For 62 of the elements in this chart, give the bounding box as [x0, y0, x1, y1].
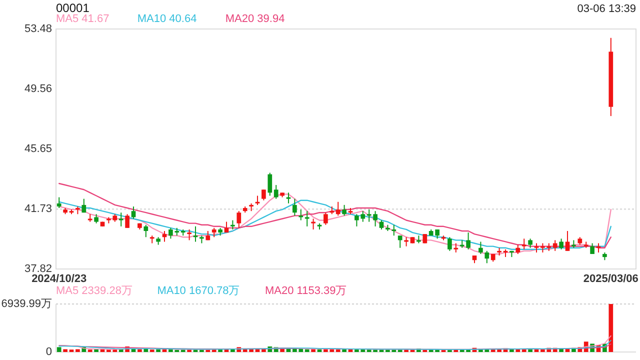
text: MA10 40.64 — [137, 13, 197, 25]
candlestick — [94, 214, 98, 224]
candlestick — [56, 196, 62, 209]
candlestick — [268, 172, 272, 196]
candlestick — [398, 235, 402, 248]
candlestick — [522, 238, 526, 250]
y-tick-label: 45.65 — [24, 142, 52, 155]
y-tick-label: 53.48 — [24, 22, 52, 35]
y-tick-label: 37.82 — [24, 262, 52, 275]
candlestick — [144, 224, 148, 238]
candlestick — [404, 236, 408, 247]
candlestick — [448, 236, 452, 252]
line-series — [58, 340, 612, 350]
candlestick — [422, 234, 428, 244]
bar — [304, 349, 310, 352]
candlestick — [484, 250, 490, 264]
y-tick-label: 6939.99万 — [1, 298, 52, 310]
candlestick — [379, 220, 384, 230]
candlestick — [516, 244, 520, 254]
candlestick — [559, 238, 564, 250]
text: MA10 1670.78万 — [157, 285, 240, 297]
y-tick-label: 49.56 — [24, 82, 52, 95]
bar — [56, 347, 62, 352]
candlestick — [342, 204, 346, 216]
candlestick — [274, 184, 278, 200]
candlestick — [528, 238, 532, 248]
bar — [608, 304, 614, 352]
candlestick — [230, 220, 235, 230]
text: MA5 41.67 — [56, 13, 110, 25]
bar — [76, 349, 80, 352]
y-tick-label: 41.73 — [24, 202, 52, 215]
candlestick — [311, 218, 316, 230]
bar — [138, 349, 142, 352]
candlestick — [236, 210, 242, 228]
candlestick — [392, 224, 396, 236]
candlestick — [590, 242, 594, 254]
y-tick-label: 0 — [46, 346, 52, 358]
candlestick — [131, 206, 136, 220]
candlestick — [187, 228, 192, 241]
bar — [63, 349, 68, 352]
candlestick — [336, 201, 340, 216]
candlestick — [304, 210, 310, 227]
text: 03-06 13:39 — [577, 3, 636, 15]
candlestick — [162, 230, 167, 242]
candlestick — [212, 227, 216, 238]
text: MA5 2339.28万 — [56, 285, 132, 297]
candlestick — [118, 212, 124, 227]
candlestick — [125, 214, 130, 228]
candlestick — [82, 198, 86, 214]
candlestick — [454, 242, 458, 253]
text: MA20 1153.39万 — [265, 285, 347, 297]
text: MA20 39.94 — [225, 13, 285, 25]
x-tick-label: 2024/10/23 — [32, 273, 87, 285]
candlestick — [478, 241, 483, 254]
x-tick-label: 2025/03/06 — [583, 273, 638, 285]
candlestick — [324, 212, 328, 226]
chart-title: 00001 — [56, 1, 90, 15]
candlestick — [262, 189, 266, 201]
candlestick — [565, 230, 570, 252]
candlestick — [292, 198, 297, 216]
candlestick — [298, 209, 304, 221]
candlestick — [552, 240, 558, 252]
